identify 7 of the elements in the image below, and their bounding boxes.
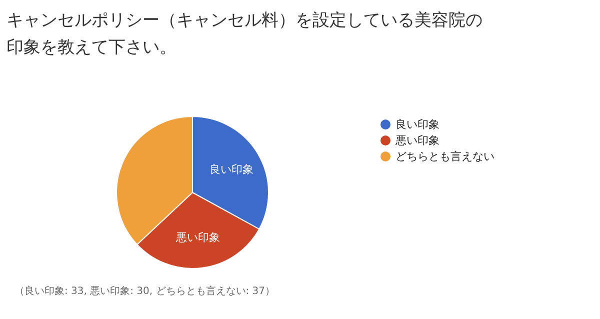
slice-label: 良い印象 bbox=[210, 162, 254, 176]
slice-label: 悪い印象 bbox=[175, 231, 220, 244]
text: （良い印象: 33, 悪い印象: 30, どちらとも言えない: 37） bbox=[14, 285, 276, 297]
chart-title: キャンセルポリシー（キャンセル料）を設定している美容院の印象を教えて下さい。 bbox=[6, 10, 482, 58]
legend-label: 良い印象 bbox=[396, 118, 440, 131]
legend-label: どちらとも言えない bbox=[396, 150, 494, 163]
legend-label: 悪い印象 bbox=[394, 134, 440, 147]
